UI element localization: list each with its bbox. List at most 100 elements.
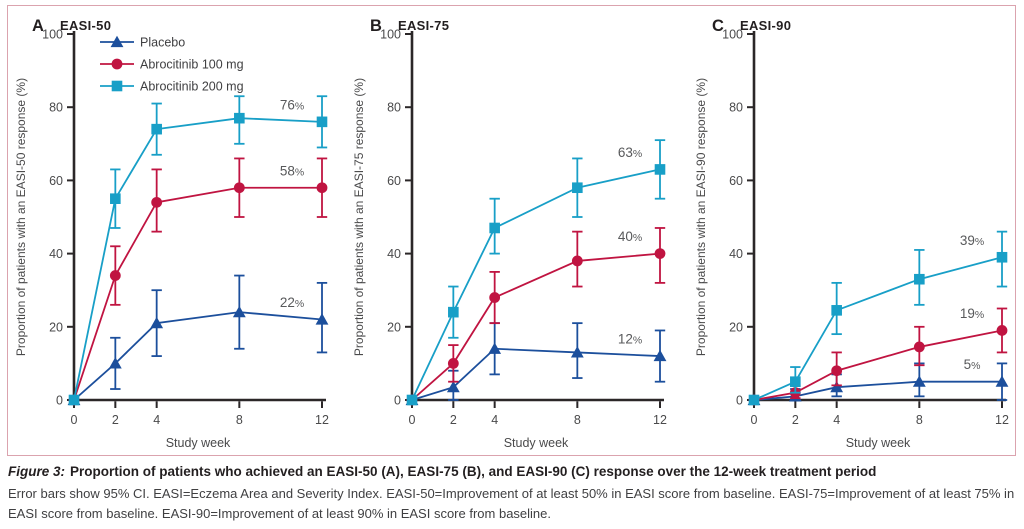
square-marker xyxy=(448,306,459,318)
triangle-marker xyxy=(108,357,122,369)
panel-easi90: C EASI-90 0 20 40 60 80 100 0 2 4 8 12 Study week Prop… xyxy=(690,6,1015,454)
circle-marker xyxy=(233,182,245,194)
end-value-label: 40% xyxy=(618,229,642,244)
square-marker xyxy=(316,116,328,128)
end-value-label: 76% xyxy=(280,97,304,112)
square-marker xyxy=(572,182,583,194)
y-tick-label: 0 xyxy=(394,394,401,408)
x-tick-label: 8 xyxy=(916,413,923,427)
x-tick-label: 0 xyxy=(751,413,758,427)
panel-easi75: B EASI-75 0 20 40 60 80 100 0 2 4 8 12 Study week Prop… xyxy=(348,6,684,454)
end-value-label: 19% xyxy=(960,306,984,321)
x-tick-label: 4 xyxy=(833,413,840,427)
square-marker xyxy=(790,376,801,387)
triangle-marker xyxy=(912,375,926,387)
panel-c-chart: C EASI-90 0 20 40 60 80 100 0 2 4 8 12 Study week Prop… xyxy=(694,17,1009,450)
series-line-placebo xyxy=(73,311,323,401)
panel-a-chart: A EASI-50 0 20 40 60 80 100 0 2 4 8 12 Study week Prop… xyxy=(14,17,329,450)
x-axis-label: Study week xyxy=(846,436,911,450)
y-tick-label: 60 xyxy=(729,174,743,188)
square-marker xyxy=(489,222,500,234)
circle-marker xyxy=(831,365,843,377)
legend-label: Abrocitinib 100 mg xyxy=(140,58,244,72)
y-tick-label: 0 xyxy=(56,394,63,408)
triangle-marker xyxy=(150,316,164,329)
square-marker xyxy=(654,164,666,175)
square-marker xyxy=(914,273,925,285)
figure-caption-body: Error bars show 95% CI. EASI=Eczema Area… xyxy=(8,486,1015,521)
circle-marker xyxy=(571,255,583,267)
square-marker xyxy=(748,394,760,406)
circle-marker xyxy=(489,292,501,303)
figure-caption-title: Figure 3: Proportion of patients who achi… xyxy=(8,462,1018,481)
y-axis-label: Proportion of patients with an EASI-90 r… xyxy=(694,78,708,356)
triangle-marker xyxy=(830,380,844,393)
x-tick-label: 4 xyxy=(153,413,160,427)
figure-number-label: Figure 3: xyxy=(8,464,66,479)
y-tick-label: 40 xyxy=(387,247,401,261)
triangle-marker xyxy=(232,305,246,318)
x-tick-label: 0 xyxy=(409,413,416,427)
end-value-label: 58% xyxy=(280,163,304,178)
triangle-marker xyxy=(570,346,584,358)
circle-marker xyxy=(151,196,163,208)
x-tick-label: 2 xyxy=(450,413,457,427)
circle-marker xyxy=(654,248,666,259)
y-tick-label: 100 xyxy=(722,28,743,42)
triangle-marker xyxy=(488,342,502,354)
y-tick-label: 100 xyxy=(380,28,401,42)
triangle-marker xyxy=(995,375,1009,387)
figure-frame: A EASI-50 0 20 40 60 80 100 0 2 4 8 12 Study week Prop… xyxy=(7,5,1016,456)
y-tick-label: 0 xyxy=(736,394,743,408)
triangle-marker xyxy=(315,313,329,325)
y-tick-label: 40 xyxy=(729,247,743,261)
end-value-label: 22% xyxy=(280,295,304,310)
x-axis-label: Study week xyxy=(166,436,231,450)
end-value-label: 39% xyxy=(960,233,984,248)
square-marker xyxy=(234,112,245,124)
legend-square-marker xyxy=(111,80,123,92)
circle-marker xyxy=(109,270,121,281)
end-value-label: 12% xyxy=(618,332,642,347)
legend-label: Abrocitinib 200 mg xyxy=(140,80,244,94)
series-line-abrocitinib-100-mg xyxy=(411,252,661,401)
triangle-marker xyxy=(446,380,460,393)
legend-triangle-marker xyxy=(110,35,124,48)
end-value-label: 63% xyxy=(618,145,642,160)
circle-marker xyxy=(316,182,328,194)
y-tick-label: 40 xyxy=(49,247,63,261)
x-tick-label: 8 xyxy=(574,413,581,427)
y-tick-label: 60 xyxy=(49,174,63,188)
figure-caption: Figure 3: Proportion of patients who achi… xyxy=(8,462,1018,524)
panel-letter: A xyxy=(32,17,44,35)
circle-marker xyxy=(447,358,459,369)
x-tick-label: 2 xyxy=(112,413,119,427)
panel-title: EASI-90 xyxy=(740,18,791,33)
x-tick-label: 12 xyxy=(995,413,1009,427)
x-axis-label: Study week xyxy=(504,436,569,450)
y-tick-label: 80 xyxy=(49,101,63,115)
y-tick-label: 20 xyxy=(49,320,63,334)
panel-b-chart: B EASI-75 0 20 40 60 80 100 0 2 4 8 12 Study week Prop… xyxy=(352,17,667,450)
legend-label: Placebo xyxy=(140,36,185,50)
y-axis-label: Proportion of patients with an EASI-50 r… xyxy=(14,78,28,356)
square-marker xyxy=(110,193,121,204)
end-value-label: 5% xyxy=(964,357,981,372)
circle-marker xyxy=(913,341,925,353)
square-marker xyxy=(406,394,418,406)
square-marker xyxy=(996,251,1008,263)
square-marker xyxy=(68,394,80,406)
panel-easi50: A EASI-50 0 20 40 60 80 100 0 2 4 8 12 Study week Prop… xyxy=(10,6,346,454)
series-line-abrocitinib-200-mg xyxy=(73,117,323,401)
figure-title-text: Proportion of patients who achieved an E… xyxy=(70,464,877,479)
square-marker xyxy=(151,123,162,135)
y-tick-label: 20 xyxy=(387,320,401,334)
y-tick-label: 80 xyxy=(729,101,743,115)
x-tick-label: 12 xyxy=(315,413,329,427)
panel-letter: B xyxy=(370,17,382,35)
panel-letter: C xyxy=(712,17,724,35)
y-tick-label: 100 xyxy=(42,28,63,42)
y-tick-label: 20 xyxy=(729,320,743,334)
x-tick-label: 8 xyxy=(236,413,243,427)
